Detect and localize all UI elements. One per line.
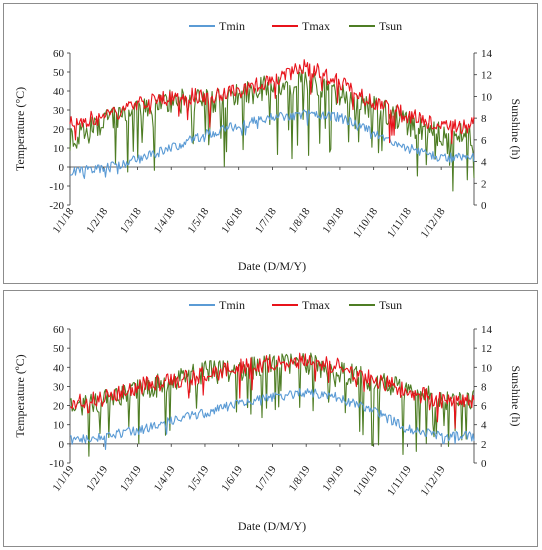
y2-axis-title: Sunshine (h) (509, 366, 523, 427)
x-tick-label: 1/7/19 (253, 463, 279, 493)
legend-label-tmin: Tmin (219, 298, 245, 312)
x-axis-title: Date (D/M/Y) (238, 259, 306, 273)
y-tick-label: 20 (53, 124, 65, 136)
x-tick-label: 1/6/18 (219, 205, 245, 235)
y-axis-title: Temperature (°C) (13, 87, 27, 171)
x-tick-label: 1/4/18 (152, 205, 178, 235)
y2-tick-label: 14 (481, 324, 493, 336)
x-tick-label: 1/3/19 (118, 463, 144, 493)
series-line-tmin (69, 388, 475, 451)
y-tick-label: 50 (53, 67, 65, 79)
y-tick-label: 10 (53, 143, 65, 155)
x-tick-label: 1/11/19 (385, 463, 414, 497)
y-tick-label: 50 (53, 343, 65, 355)
y2-tick-label: 6 (481, 135, 487, 147)
x-axis-title: Date (D/M/Y) (238, 519, 306, 533)
y-tick-label: 60 (53, 324, 65, 336)
series-line-tmax (69, 352, 475, 429)
x-tick-label: 1/5/19 (185, 463, 211, 493)
y-tick-label: 30 (53, 381, 65, 393)
y-tick-label: 20 (53, 401, 65, 413)
y2-tick-label: 6 (481, 401, 487, 413)
chart-panel-2019: -10 0 10 20 30 40 50 60 0 2 4 6 8 10 12 14 1/1/19 1/2/19 1… (3, 290, 538, 547)
y2-tick-label: 12 (481, 70, 492, 82)
y-tick-label: 30 (53, 105, 65, 117)
x-tick-label: 1/7/18 (253, 205, 279, 235)
y2-tick-label: 12 (481, 343, 492, 355)
y-tick-label: 40 (53, 86, 65, 98)
legend-label-tsun: Tsun (379, 19, 402, 33)
x-tick-label: 1/8/18 (287, 205, 313, 235)
legend-label-tmin: Tmin (219, 19, 245, 33)
y-tick-label: 10 (53, 420, 65, 432)
y2-tick-label: 10 (481, 362, 493, 374)
y-tick-label: 60 (53, 48, 65, 60)
x-tick-label: 1/11/18 (385, 205, 414, 239)
y2-tick-label: 8 (481, 113, 487, 125)
x-tick-label: 1/8/19 (287, 463, 313, 493)
y2-tick-label: 10 (481, 91, 493, 103)
x-tick-label: 1/10/19 (351, 463, 380, 498)
series-line-tsun (69, 69, 475, 192)
x-tick-label: 1/5/18 (185, 205, 211, 235)
y2-tick-label: 0 (481, 200, 487, 212)
x-tick-label: 1/9/18 (320, 205, 346, 235)
x-tick-label: 1/12/19 (418, 463, 447, 498)
legend-label-tmax: Tmax (302, 298, 330, 312)
y-tick-label: 40 (53, 362, 65, 374)
x-tick-label: 1/6/19 (219, 463, 245, 493)
y2-tick-label: 4 (481, 420, 487, 432)
y2-tick-label: 2 (481, 439, 487, 451)
x-tick-label: 1/12/18 (418, 205, 447, 240)
series-line-tsun (69, 352, 475, 457)
x-tick-label: 1/2/18 (84, 205, 110, 235)
y2-tick-label: 2 (481, 178, 487, 190)
x-tick-label: 1/9/19 (320, 463, 346, 493)
x-tick-label: 1/3/18 (118, 205, 144, 235)
y-tick-label: 0 (59, 439, 65, 451)
y2-tick-label: 14 (481, 48, 493, 60)
y2-tick-label: 0 (481, 458, 487, 470)
y-tick-label: -20 (49, 200, 64, 212)
x-tick-label: 1/4/19 (152, 463, 178, 493)
y2-tick-label: 4 (481, 157, 487, 169)
x-tick-label: 1/10/18 (351, 205, 380, 240)
y-tick-label: 0 (59, 162, 65, 174)
series-line-tmin (69, 109, 475, 180)
y-tick-label: -10 (49, 458, 64, 470)
y2-axis-title: Sunshine (h) (509, 99, 523, 160)
y-axis-title: Temperature (ºC) (13, 354, 27, 437)
chart-panel-2018: -20 -10 0 10 20 30 40 50 60 0 2 4 6 8 10 12 14 1/1/18 1/2/… (3, 3, 538, 284)
y-tick-label: -10 (49, 181, 64, 193)
x-tick-label: 1/2/19 (84, 463, 110, 493)
y2-tick-label: 8 (481, 381, 487, 393)
series-line-tmax (69, 59, 475, 145)
legend-label-tsun: Tsun (379, 298, 402, 312)
legend-label-tmax: Tmax (302, 19, 330, 33)
